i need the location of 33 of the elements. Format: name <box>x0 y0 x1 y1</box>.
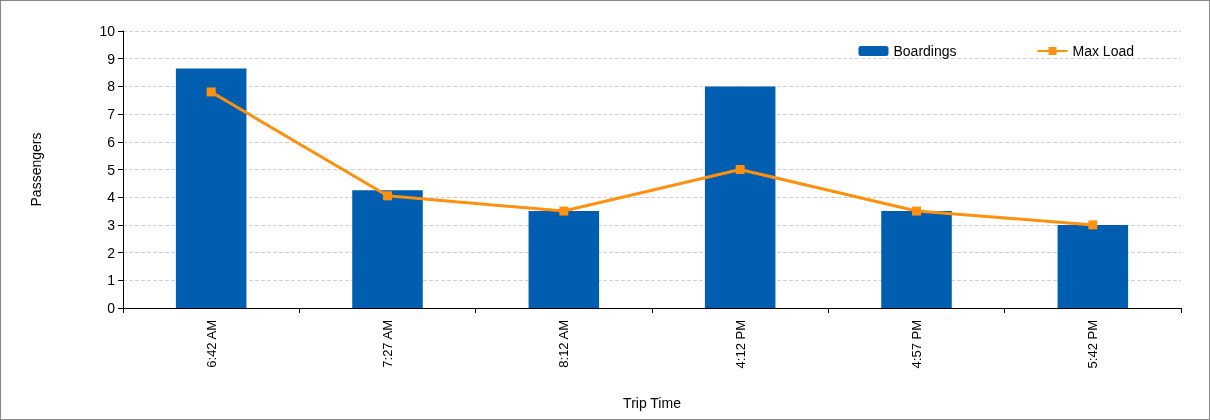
y-tick-label: 8 <box>107 78 116 95</box>
x-axis-title: Trip Time <box>623 395 682 411</box>
x-tick-label: 7:27 AM <box>380 320 395 368</box>
bar <box>352 190 423 308</box>
point <box>383 191 392 201</box>
x-tick-label: 5:42 PM <box>1085 320 1101 369</box>
point <box>912 206 921 216</box>
y-tick-label: 6 <box>107 133 116 150</box>
y-tick-label: 2 <box>107 244 116 261</box>
bar <box>881 211 952 308</box>
point <box>206 87 216 97</box>
y-axis-title: Passengers <box>28 132 44 207</box>
y-tick-label: 0 <box>107 300 116 316</box>
bar <box>528 211 600 308</box>
legend-label: Boardings <box>893 43 957 59</box>
y-tick-label: 9 <box>107 50 116 67</box>
legend-label: Max Load <box>1072 43 1134 59</box>
point <box>735 165 745 174</box>
x-tick-label: 6:42 AM <box>203 320 219 368</box>
y-tick-label: 10 <box>99 23 116 39</box>
bar <box>1057 224 1129 308</box>
y-tick-label: 3 <box>107 216 116 233</box>
bar <box>704 86 776 308</box>
y-tick-label: 7 <box>107 106 116 123</box>
x-tick-label: 4:12 PM <box>732 320 748 369</box>
x-tick-label: 8:12 AM <box>556 320 572 368</box>
y-tick-label: 4 <box>107 189 116 206</box>
y-tick-label: 1 <box>107 272 116 289</box>
point <box>559 206 569 216</box>
x-tick-label: 4:57 PM <box>909 320 924 369</box>
bar <box>175 68 247 308</box>
y-tick-label: 5 <box>107 161 116 178</box>
point <box>1088 220 1098 230</box>
